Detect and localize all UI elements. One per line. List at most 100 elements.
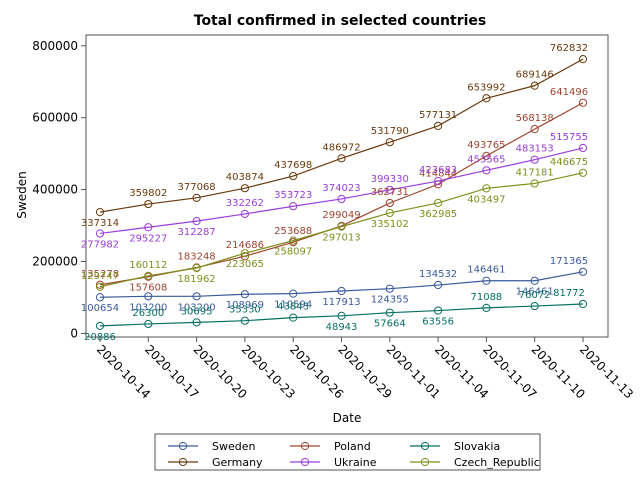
data-label: 57664 <box>374 319 406 330</box>
data-point <box>434 176 443 186</box>
legend-label: Sweden <box>212 440 255 453</box>
series-germany <box>95 55 588 217</box>
data-label: 258097 <box>274 247 312 258</box>
legend-item: Czech_Republic <box>410 456 540 469</box>
data-point <box>192 193 201 202</box>
data-label: 71088 <box>470 292 502 303</box>
series-czech-republic <box>95 168 588 291</box>
series-ukraine <box>95 143 588 238</box>
chart-title: Total confirmed in selected countries <box>194 13 486 29</box>
legend-frame <box>154 433 541 471</box>
legend: Sweden Poland Slovakia Germany Ukraine Czech_… <box>154 433 541 471</box>
legend-item: Poland <box>290 440 371 453</box>
y-tick-label: 200000 <box>32 255 78 269</box>
data-label: 157608 <box>129 283 167 294</box>
data-point <box>385 185 394 194</box>
data-point <box>289 202 298 211</box>
data-point <box>578 143 588 153</box>
data-point <box>144 199 153 209</box>
data-point <box>144 319 153 329</box>
data-point <box>385 138 394 147</box>
data-point <box>240 209 249 219</box>
data-label: 277982 <box>81 239 119 250</box>
data-point <box>482 94 491 103</box>
legend-marker <box>420 457 430 467</box>
data-label: 181962 <box>178 274 216 285</box>
data-point <box>337 311 346 320</box>
data-point <box>578 98 588 107</box>
data-point <box>144 271 153 280</box>
data-point <box>240 316 249 325</box>
data-point <box>192 263 201 273</box>
data-point <box>95 208 105 217</box>
data-point <box>95 282 105 291</box>
legend-label: Germany <box>212 456 263 469</box>
data-point <box>482 151 491 160</box>
series-line <box>99 271 584 298</box>
data-point <box>289 289 298 298</box>
y-tick-label: 600000 <box>32 111 78 125</box>
data-point <box>434 306 443 315</box>
data-label: 43843 <box>277 302 309 313</box>
data-label: 453565 <box>467 154 505 165</box>
data-label: 76072 <box>519 290 551 301</box>
series-line <box>99 58 584 213</box>
legend-label: Poland <box>334 440 371 453</box>
data-label: 399330 <box>371 174 409 185</box>
data-label: 299049 <box>322 210 360 221</box>
data-point <box>289 236 298 245</box>
data-label: 437698 <box>274 160 312 171</box>
data-point <box>530 125 539 134</box>
y-tick-label: 400000 <box>32 183 78 197</box>
data-point <box>337 194 346 204</box>
data-label: 160112 <box>129 260 167 271</box>
data-label: 253688 <box>274 226 312 237</box>
data-point <box>385 208 394 218</box>
data-label: 486972 <box>322 142 360 153</box>
data-point <box>578 267 588 276</box>
data-point <box>530 301 539 311</box>
data-label: 335102 <box>371 219 409 230</box>
data-label: 81772 <box>553 288 585 299</box>
data-label: 108969 <box>226 300 264 311</box>
data-point <box>240 249 249 258</box>
y-axis-label: Sweden <box>15 171 29 218</box>
data-label: 146461 <box>516 287 554 298</box>
x-axis-label: Date <box>333 411 362 425</box>
data-point <box>192 318 201 327</box>
data-label: 134532 <box>419 269 457 280</box>
data-label: 26300 <box>132 308 164 319</box>
legend-item: Sweden <box>168 440 255 453</box>
data-label: 568138 <box>516 113 554 124</box>
y-tick-label: 0 <box>70 326 78 340</box>
data-point <box>578 299 588 309</box>
data-point <box>385 284 394 293</box>
data-label: 403497 <box>467 194 505 205</box>
legend-item: Ukraine <box>290 456 377 469</box>
data-label: 63556 <box>422 317 454 328</box>
data-label: 117913 <box>322 297 360 308</box>
data-label: 762832 <box>550 43 588 54</box>
data-point <box>530 276 539 285</box>
data-label: 183248 <box>178 252 216 263</box>
data-point <box>578 55 588 64</box>
data-label: 110594 <box>274 300 312 311</box>
data-label: 423683 <box>419 165 457 176</box>
data-label: 414844 <box>419 168 457 179</box>
data-point <box>482 184 491 193</box>
data-label: 403874 <box>226 172 264 183</box>
legend-marker <box>300 457 310 467</box>
data-label: 641496 <box>550 87 588 98</box>
data-point <box>434 121 443 131</box>
data-point <box>289 171 298 181</box>
data-label: 337314 <box>81 218 119 229</box>
data-label: 577131 <box>419 110 457 121</box>
data-label: 515755 <box>550 132 588 143</box>
series-line <box>99 172 584 288</box>
y-tick-label: 800000 <box>32 39 78 53</box>
data-label: 446675 <box>550 157 588 168</box>
data-point <box>482 303 491 312</box>
data-point <box>289 313 298 322</box>
data-label: 129747 <box>81 271 119 282</box>
data-label: 103200 <box>129 302 167 313</box>
